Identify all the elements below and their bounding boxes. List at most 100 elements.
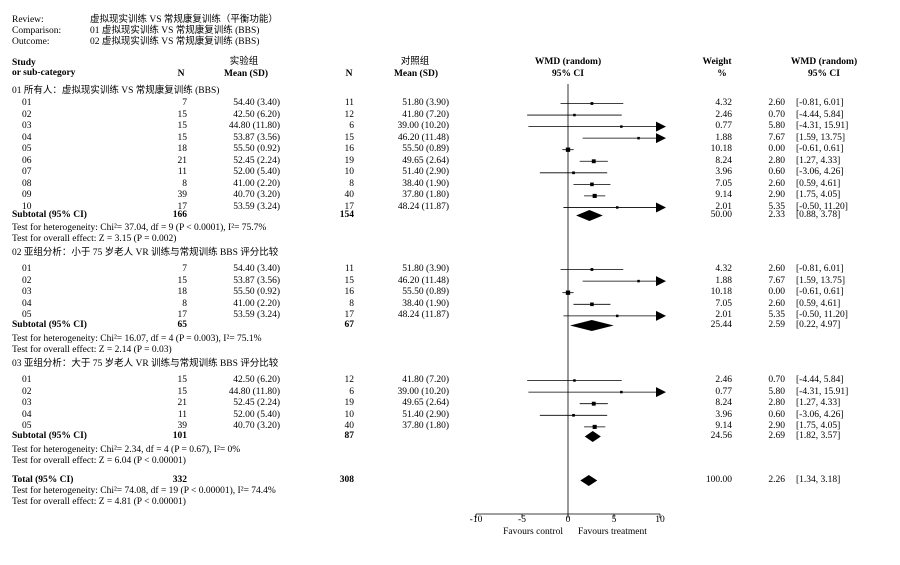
total-n1: 332 bbox=[172, 475, 187, 485]
study-mean1: 53.59 (3.24) bbox=[233, 310, 280, 321]
study-weight: 1.88 bbox=[715, 132, 732, 143]
study-mean1: 41.00 (2.20) bbox=[233, 298, 280, 309]
ci-arrow bbox=[656, 133, 666, 144]
study-weight: 8.24 bbox=[715, 398, 732, 409]
study-mean2: 48.24 (11.87) bbox=[397, 201, 449, 212]
study-mean1: 55.50 (0.92) bbox=[233, 287, 280, 298]
study-est: 2.90 bbox=[768, 421, 785, 432]
study-est: 0.70 bbox=[768, 109, 785, 120]
study-mean2: 49.65 (2.64) bbox=[402, 398, 449, 409]
total-diamond bbox=[580, 475, 598, 486]
col-wmd2: WMD (random) bbox=[790, 57, 858, 67]
heterogeneity-test: Test for heterogeneity: Chi²= 2.34, df =… bbox=[12, 445, 241, 455]
study-mean2: 48.24 (11.87) bbox=[397, 310, 449, 321]
study-ci: [-0.81, 6.01] bbox=[796, 98, 844, 108]
study-est: 5.35 bbox=[768, 310, 785, 321]
study-weight: 8.24 bbox=[715, 155, 732, 166]
study-n1: 39 bbox=[177, 190, 188, 201]
study-ci: [1.27, 4.33] bbox=[796, 398, 841, 409]
study-n1: 15 bbox=[177, 275, 188, 286]
study-point bbox=[620, 390, 623, 394]
study-point bbox=[591, 401, 596, 406]
x-tick-label: 10 bbox=[655, 515, 665, 525]
study-mean1: 40.70 (3.20) bbox=[233, 421, 280, 432]
study-weight: 4.32 bbox=[715, 264, 732, 274]
study-n1: 21 bbox=[177, 398, 188, 409]
study-mean1: 52.45 (2.24) bbox=[233, 155, 280, 166]
study-est: 2.60 bbox=[768, 98, 785, 108]
study-point bbox=[572, 413, 575, 417]
total-heterogeneity-test: Test for heterogeneity: Chi²= 74.08, df … bbox=[12, 486, 276, 496]
heterogeneity-test: Test for heterogeneity: Chi²= 37.04, df … bbox=[12, 223, 267, 233]
x-tick-label: 5 bbox=[611, 515, 617, 525]
study-id: 02 bbox=[22, 275, 32, 286]
study-weight: 10.18 bbox=[710, 287, 732, 298]
study-id: 07 bbox=[22, 167, 32, 178]
study-ci: [1.75, 4.05] bbox=[796, 190, 841, 201]
study-weight: 0.77 bbox=[715, 386, 732, 397]
study-n2: 17 bbox=[344, 310, 355, 321]
subtotal-n2: 154 bbox=[339, 210, 354, 220]
study-n1: 7 bbox=[182, 264, 187, 274]
study-mean1: 44.80 (11.80) bbox=[228, 386, 280, 397]
study-n2: 12 bbox=[344, 375, 355, 385]
study-n2: 19 bbox=[344, 155, 355, 166]
subtotal-est: 2.69 bbox=[768, 431, 785, 441]
study-est: 7.67 bbox=[768, 132, 785, 143]
study-id: 04 bbox=[22, 132, 32, 143]
study-n1: 7 bbox=[182, 98, 187, 108]
study-mean2: 38.40 (1.90) bbox=[402, 178, 449, 189]
study-point bbox=[615, 206, 619, 209]
study-est: 2.80 bbox=[768, 155, 785, 166]
col-wmd: WMD (random) bbox=[534, 57, 602, 67]
study-n2: 16 bbox=[344, 287, 355, 298]
study-id: 04 bbox=[22, 409, 32, 420]
col-study-sub: or sub-category bbox=[12, 68, 76, 78]
study-n1: 18 bbox=[177, 144, 188, 155]
heterogeneity-test: Test for heterogeneity: Chi²= 16.07, df … bbox=[12, 334, 262, 344]
study-point bbox=[620, 125, 623, 128]
study-est: 0.70 bbox=[768, 375, 785, 385]
study-est: 5.80 bbox=[768, 121, 785, 132]
study-mean2: 37.80 (1.80) bbox=[402, 190, 449, 201]
study-est: 2.60 bbox=[768, 264, 785, 274]
study-mean2: 38.40 (1.90) bbox=[402, 298, 449, 309]
study-weight: 9.14 bbox=[715, 190, 732, 201]
study-id: 02 bbox=[22, 109, 32, 120]
study-est: 0.00 bbox=[768, 287, 785, 298]
study-n2: 11 bbox=[344, 98, 354, 108]
overall-effect-test: Test for overall effect: Z = 2.14 (P = 0… bbox=[12, 345, 172, 355]
study-n2: 6 bbox=[349, 121, 354, 132]
study-mean2: 41.80 (7.20) bbox=[402, 375, 449, 385]
total-weight: 100.00 bbox=[705, 475, 732, 485]
study-weight: 7.05 bbox=[715, 298, 732, 309]
study-ci: [-0.50, 11.20] bbox=[796, 201, 848, 212]
study-n2: 40 bbox=[344, 190, 355, 201]
study-est: 0.60 bbox=[768, 409, 785, 420]
study-mean2: 41.80 (7.20) bbox=[402, 109, 449, 120]
study-weight: 10.18 bbox=[710, 144, 732, 155]
col-ctrl-group: 对照组 bbox=[400, 57, 430, 67]
study-id: 01 bbox=[22, 375, 32, 385]
study-est: 2.60 bbox=[768, 298, 785, 309]
study-id: 05 bbox=[22, 144, 32, 155]
study-n1: 8 bbox=[182, 178, 187, 189]
study-id: 08 bbox=[22, 178, 32, 189]
study-n1: 8 bbox=[182, 298, 187, 309]
study-mean1: 53.59 (3.24) bbox=[233, 201, 280, 212]
study-n1: 15 bbox=[177, 121, 188, 132]
study-n2: 11 bbox=[344, 264, 354, 274]
subtotal-label: Subtotal (95% CI) bbox=[12, 431, 87, 441]
study-ci: [-0.61, 0.61] bbox=[796, 144, 844, 155]
study-weight: 2.46 bbox=[715, 375, 732, 385]
ci-arrow bbox=[656, 276, 666, 287]
ci-arrow bbox=[656, 387, 666, 398]
study-mean2: 51.40 (2.90) bbox=[402, 409, 449, 420]
study-mean1: 41.00 (2.20) bbox=[233, 178, 280, 189]
study-weight: 9.14 bbox=[715, 421, 732, 432]
subtotal-weight: 24.56 bbox=[710, 431, 732, 441]
study-mean1: 52.45 (2.24) bbox=[233, 398, 280, 409]
study-mean2: 51.40 (2.90) bbox=[402, 167, 449, 178]
study-mean2: 46.20 (11.48) bbox=[397, 275, 449, 286]
